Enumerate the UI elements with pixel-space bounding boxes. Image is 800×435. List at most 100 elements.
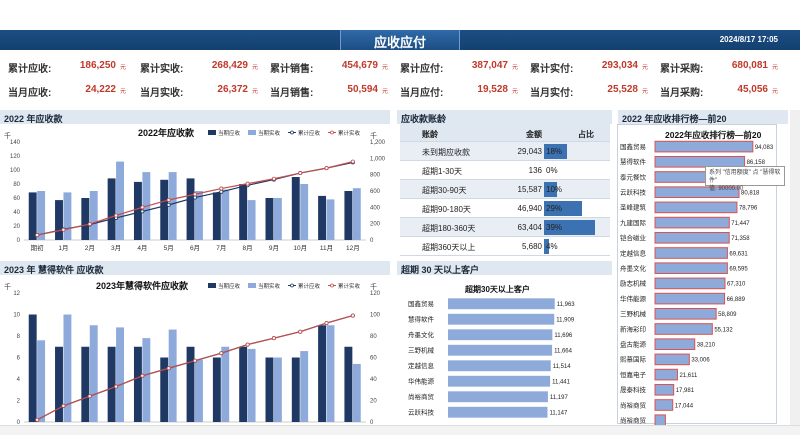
- bar-当期应收: [107, 178, 116, 240]
- left-tick-label: 6: [17, 356, 21, 362]
- category-label: 圣峰建筑: [620, 203, 647, 212]
- right-tick-label: 600: [370, 189, 381, 195]
- kpi-label: 当月实收:: [140, 88, 184, 99]
- category-label: 国鑫贸易: [408, 299, 434, 308]
- bar-当期应收: [28, 314, 37, 422]
- value-label: 71,358: [731, 236, 750, 242]
- kpi-item: 当月应付: 19,528 元: [400, 76, 530, 102]
- category-label: 舟墨文化: [620, 263, 647, 272]
- section-ranking: 2022 年应收排行榜—前20: [618, 110, 788, 124]
- kpi-item: 累计实付: 293,034 元: [530, 52, 660, 78]
- vertical-scrollbar[interactable]: [790, 110, 800, 425]
- value-label: 69,631: [729, 251, 748, 257]
- bar-当期应收: [239, 346, 248, 422]
- bar-当期应收: [186, 346, 195, 422]
- value-label: 71,447: [731, 221, 750, 227]
- point-累计实收: [298, 171, 303, 176]
- bar-当期实收: [195, 191, 203, 240]
- dashboard-title: 应收应付: [373, 35, 426, 50]
- bar-当期实收: [37, 340, 46, 422]
- aging-row: 未到期应收款 29,043 18%: [400, 142, 610, 161]
- right-tick-label: 1,200: [370, 140, 386, 146]
- right-tick-label: 400: [370, 205, 381, 211]
- x-tick-label: 4月: [137, 244, 147, 252]
- chart-tooltip: 系列 "信用额度" 点 "慧得软件" 值: 90000.00: [705, 166, 785, 192]
- category-label: 三野机械: [408, 346, 435, 355]
- category-label: 励志机械: [620, 279, 647, 288]
- ranking-frame: [617, 124, 777, 424]
- value-label: 11,696: [554, 333, 573, 339]
- left-tick-label: 80: [13, 182, 20, 188]
- kpi-label: 当月应付:: [400, 88, 444, 99]
- bar-当期应收: [81, 198, 90, 240]
- section-overdue: 超期 30 天以上客户: [397, 261, 612, 275]
- bar-当期实收: [142, 338, 151, 422]
- aging-amount: 5,680: [521, 242, 542, 251]
- ar-2022-chart: 2022年应收款 千 千 0 20 40 60 80 100 120 140 0 200 400 600 80…: [4, 127, 386, 252]
- x-tick-label: 1月: [58, 244, 68, 252]
- point-累计实收: [140, 205, 145, 210]
- aging-share-bar: [544, 220, 595, 235]
- bar-当期实收: [221, 189, 230, 240]
- bar-当期应收: [318, 325, 327, 422]
- bar-当期应收: [81, 346, 90, 422]
- right-tick-label: 120: [370, 291, 381, 297]
- section-ar-2022: 2022 年应收款: [0, 110, 390, 124]
- horizontal-scrollbar[interactable]: [0, 425, 800, 435]
- kpi-unit: 元: [772, 65, 779, 71]
- aging-label: 超期360天以上: [422, 243, 476, 252]
- category-label: 华伟能源: [620, 294, 647, 303]
- kpi-value: 680,081: [731, 60, 768, 71]
- left-tick-label: 140: [10, 140, 21, 146]
- bar: [654, 307, 717, 320]
- right-axis-unit: 千: [370, 282, 377, 291]
- bar-当期实收: [37, 191, 46, 240]
- kpi-unit: 元: [120, 89, 127, 95]
- point-累计实收: [192, 358, 197, 363]
- bar-当期实收: [195, 359, 203, 422]
- x-tick-label: 12月: [346, 244, 360, 252]
- kpi-unit: 元: [120, 65, 127, 71]
- kpi-value: 293,034: [601, 60, 638, 71]
- point-累计实收: [350, 313, 355, 318]
- kpi-unit: 元: [512, 89, 519, 95]
- left-axis-unit: 千: [4, 282, 11, 291]
- bar: [448, 360, 551, 372]
- kpi-item: 累计实收: 268,429 元: [140, 52, 270, 78]
- value-label: 58,809: [718, 312, 737, 318]
- left-tick-label: 100: [10, 168, 21, 174]
- legend-swatch-marker: [330, 283, 334, 288]
- x-tick-label: 3月: [111, 244, 121, 252]
- point-累计实收: [61, 227, 66, 232]
- value-label: 38,210: [697, 342, 716, 348]
- category-label: 恒嘉电子: [620, 370, 647, 379]
- point-累计实收: [271, 176, 276, 181]
- bar-当期实收: [300, 184, 309, 240]
- kpi-item: 累计采购: 680,081 元: [660, 52, 790, 78]
- left-tick-label: 8: [17, 334, 21, 340]
- point-累计实收: [166, 197, 171, 202]
- kpi-unit: 元: [252, 65, 259, 71]
- bar: [654, 368, 678, 381]
- bar: [654, 399, 674, 411]
- kpi-value: 268,429: [211, 60, 248, 71]
- kpi-label: 累计采购:: [660, 64, 704, 75]
- point-累计实收: [114, 384, 119, 389]
- bar-当期应收: [133, 346, 142, 422]
- kpi-value: 186,250: [79, 60, 116, 71]
- value-label: 11,197: [550, 395, 569, 401]
- dashboard-header: 应收应付 2024/8/17 17:05: [0, 30, 800, 50]
- bar-当期应收: [160, 357, 169, 422]
- bar: [654, 140, 754, 153]
- value-label: 17,981: [676, 388, 695, 394]
- bar-当期应收: [318, 195, 327, 240]
- aging-header-row: 账龄 金额 占比: [400, 124, 610, 142]
- bar-当期应收: [344, 346, 353, 422]
- bar: [654, 323, 713, 335]
- kpi-item: 当月应收: 24,222 元: [8, 76, 138, 102]
- legend-swatch: [248, 283, 256, 288]
- value-label: 11,147: [549, 411, 568, 417]
- legend-label: 累计应收: [298, 129, 321, 137]
- left-tick-label: 4: [17, 377, 21, 383]
